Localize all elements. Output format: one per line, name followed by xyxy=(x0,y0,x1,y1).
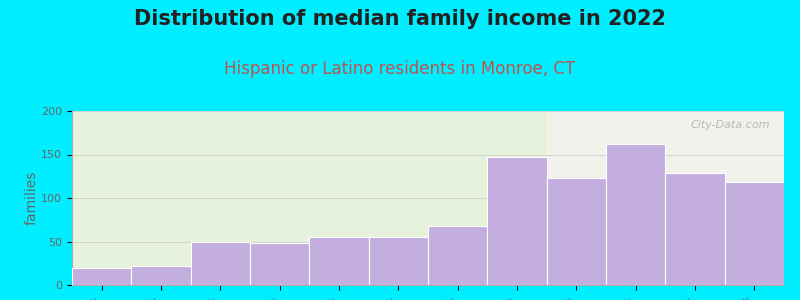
Text: Distribution of median family income in 2022: Distribution of median family income in … xyxy=(134,9,666,29)
Bar xyxy=(131,266,190,285)
Bar xyxy=(666,173,725,285)
Bar xyxy=(250,243,310,285)
Bar xyxy=(606,144,666,285)
Bar xyxy=(72,111,546,285)
Y-axis label: families: families xyxy=(24,171,38,225)
Text: Hispanic or Latino residents in Monroe, CT: Hispanic or Latino residents in Monroe, … xyxy=(225,60,575,78)
Bar xyxy=(487,157,546,285)
Bar xyxy=(725,182,784,285)
Bar xyxy=(369,237,428,285)
Bar xyxy=(310,237,369,285)
Bar xyxy=(190,242,250,285)
Bar xyxy=(546,178,606,285)
Bar xyxy=(72,268,131,285)
Bar xyxy=(428,226,487,285)
Text: City-Data.com: City-Data.com xyxy=(690,120,770,130)
